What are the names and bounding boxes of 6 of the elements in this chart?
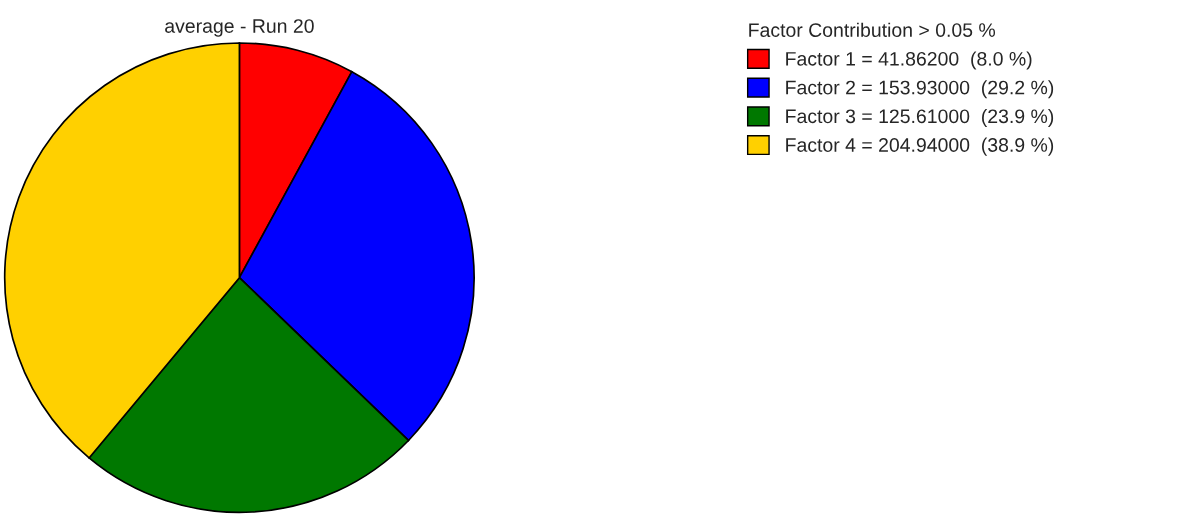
legend-label: Factor 2 = 153.93000 (29.2 %) (786, 80, 1054, 99)
chart-title: average - Run 20 (165, 19, 314, 37)
legend-title: Factor Contribution > 0.05 % (749, 22, 996, 37)
legend-label: Factor 4 = 204.94000 (38.9 %) (786, 137, 1054, 156)
legend-label: Factor 3 = 125.61000 (23.9 %) (786, 108, 1054, 127)
legend-label: Factor 1 = 41.86200 (8.0 %) (786, 51, 1032, 70)
